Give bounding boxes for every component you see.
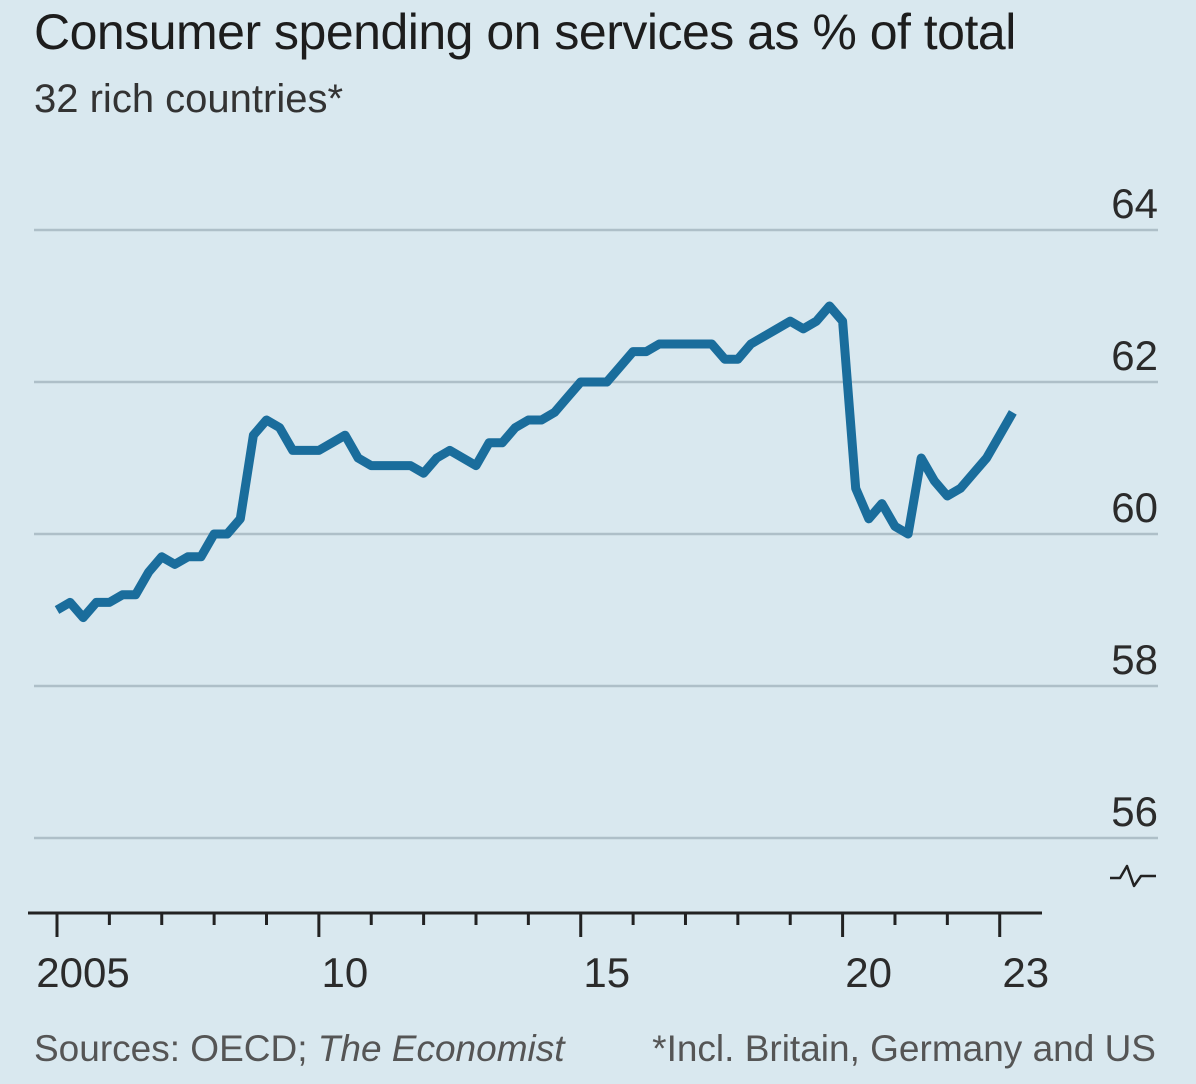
x-tick-label: 20: [845, 949, 892, 996]
axis-break-icon: [1110, 864, 1156, 888]
y-tick-label: 58: [1111, 636, 1158, 683]
gridlines: [34, 228, 1158, 840]
y-tick-label: 64: [1111, 180, 1158, 227]
series-line-0: [54, 301, 1017, 623]
sources-note: Sources: OECD; The Economist: [34, 1024, 565, 1074]
footnote: *Incl. Britain, Germany and US: [652, 1028, 1156, 1069]
chart-subtitle: 32 rich countries*: [34, 77, 344, 121]
x-axis-tick-labels: 2005 10 15 20 23: [36, 949, 1049, 996]
x-tick-label: 2005: [36, 949, 129, 996]
x-tick-label: 10: [322, 949, 369, 996]
series-layer: [54, 301, 1017, 623]
chart-title: Consumer spending on services as % of to…: [34, 4, 1016, 60]
y-axis-tick-labels: 56 58 60 62 64: [1110, 180, 1158, 888]
x-tick-label: 23: [1002, 949, 1049, 996]
y-tick-label: 60: [1111, 484, 1158, 531]
sources-italic: The Economist: [317, 1028, 565, 1069]
y-tick-label: 56: [1111, 788, 1158, 835]
x-tick-label: 15: [583, 949, 630, 996]
x-axis: [28, 911, 1042, 937]
y-tick-label: 62: [1111, 332, 1158, 379]
sources-label: Sources: OECD;: [34, 1028, 318, 1069]
